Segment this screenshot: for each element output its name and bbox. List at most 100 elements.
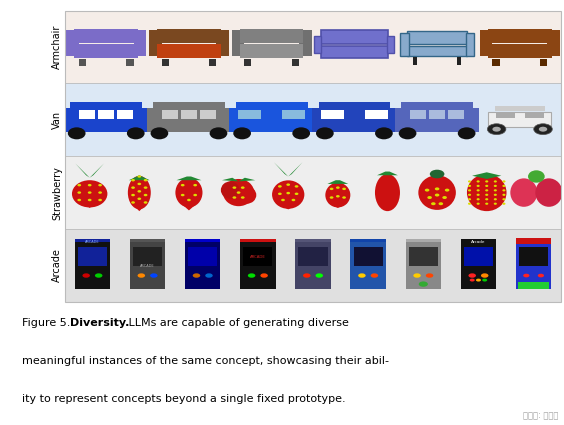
Ellipse shape	[98, 184, 102, 187]
Bar	[240, 29, 303, 43]
Bar	[157, 44, 221, 58]
Ellipse shape	[237, 191, 240, 194]
Ellipse shape	[138, 198, 141, 200]
Ellipse shape	[485, 194, 488, 196]
Polygon shape	[274, 162, 288, 176]
Ellipse shape	[144, 179, 147, 181]
Circle shape	[539, 127, 547, 132]
Ellipse shape	[468, 180, 471, 183]
Ellipse shape	[375, 128, 393, 139]
Bar	[387, 36, 394, 53]
Bar	[516, 241, 552, 289]
Bar	[406, 239, 441, 242]
Circle shape	[476, 279, 481, 281]
Ellipse shape	[418, 175, 456, 210]
Circle shape	[470, 279, 475, 281]
Ellipse shape	[287, 192, 290, 194]
Ellipse shape	[138, 183, 141, 185]
Bar	[232, 30, 244, 56]
Ellipse shape	[232, 187, 236, 189]
Ellipse shape	[193, 184, 197, 187]
Bar	[296, 241, 331, 289]
Ellipse shape	[342, 187, 346, 190]
Ellipse shape	[210, 128, 227, 139]
Ellipse shape	[77, 184, 81, 187]
Ellipse shape	[399, 128, 416, 139]
Bar	[130, 241, 165, 289]
Ellipse shape	[241, 187, 245, 189]
Text: ity to represent concepts beyond a single fixed prototype.: ity to represent concepts beyond a singl…	[23, 394, 346, 404]
Circle shape	[538, 274, 544, 278]
Ellipse shape	[128, 176, 151, 209]
Ellipse shape	[138, 190, 141, 193]
Bar	[495, 107, 545, 111]
Bar	[64, 108, 148, 132]
Bar	[66, 30, 79, 56]
Circle shape	[492, 127, 501, 132]
Bar	[244, 59, 252, 66]
Circle shape	[261, 273, 268, 278]
Ellipse shape	[485, 180, 488, 183]
Bar	[147, 108, 231, 132]
Ellipse shape	[72, 180, 107, 207]
Ellipse shape	[428, 196, 432, 199]
Ellipse shape	[241, 196, 245, 199]
Bar	[74, 241, 110, 289]
Ellipse shape	[330, 196, 333, 199]
Ellipse shape	[494, 185, 497, 187]
Text: 公众号: 新智元: 公众号: 新智元	[523, 411, 558, 420]
Polygon shape	[129, 175, 149, 180]
Ellipse shape	[485, 185, 488, 187]
Ellipse shape	[503, 189, 505, 192]
Ellipse shape	[435, 187, 439, 190]
Bar	[496, 113, 514, 118]
Ellipse shape	[431, 202, 435, 205]
Bar	[407, 46, 467, 56]
Ellipse shape	[131, 201, 135, 204]
Bar	[492, 59, 500, 66]
Bar	[236, 102, 307, 109]
Bar	[298, 247, 328, 266]
Bar	[185, 239, 221, 242]
Ellipse shape	[485, 198, 488, 200]
Ellipse shape	[503, 198, 505, 200]
Bar	[407, 31, 467, 44]
Circle shape	[95, 273, 103, 278]
Circle shape	[426, 273, 433, 278]
Ellipse shape	[494, 198, 497, 200]
Bar	[540, 59, 547, 66]
Bar	[200, 110, 216, 119]
Ellipse shape	[181, 194, 184, 196]
Polygon shape	[288, 162, 302, 176]
Bar	[319, 102, 390, 109]
Polygon shape	[328, 180, 348, 184]
Ellipse shape	[425, 189, 429, 192]
Circle shape	[150, 273, 157, 278]
Circle shape	[248, 273, 255, 278]
Bar	[292, 59, 299, 66]
Ellipse shape	[272, 180, 305, 209]
Ellipse shape	[131, 187, 135, 189]
Ellipse shape	[477, 189, 480, 192]
Ellipse shape	[88, 184, 91, 187]
Ellipse shape	[458, 128, 475, 139]
Bar	[134, 30, 146, 56]
Ellipse shape	[503, 194, 505, 196]
Ellipse shape	[144, 194, 147, 196]
Ellipse shape	[294, 193, 298, 195]
Bar	[466, 33, 474, 56]
Bar	[350, 241, 386, 289]
Ellipse shape	[144, 201, 147, 204]
Text: Diversity.: Diversity.	[70, 318, 129, 328]
Ellipse shape	[485, 189, 488, 192]
Polygon shape	[222, 178, 239, 181]
Bar	[312, 108, 396, 132]
Bar	[74, 29, 138, 43]
Bar	[365, 110, 388, 119]
Ellipse shape	[485, 203, 488, 205]
Bar	[126, 59, 134, 66]
Text: Figure 5.: Figure 5.	[23, 318, 70, 328]
Polygon shape	[472, 172, 501, 179]
Ellipse shape	[88, 199, 91, 201]
Ellipse shape	[435, 193, 439, 196]
